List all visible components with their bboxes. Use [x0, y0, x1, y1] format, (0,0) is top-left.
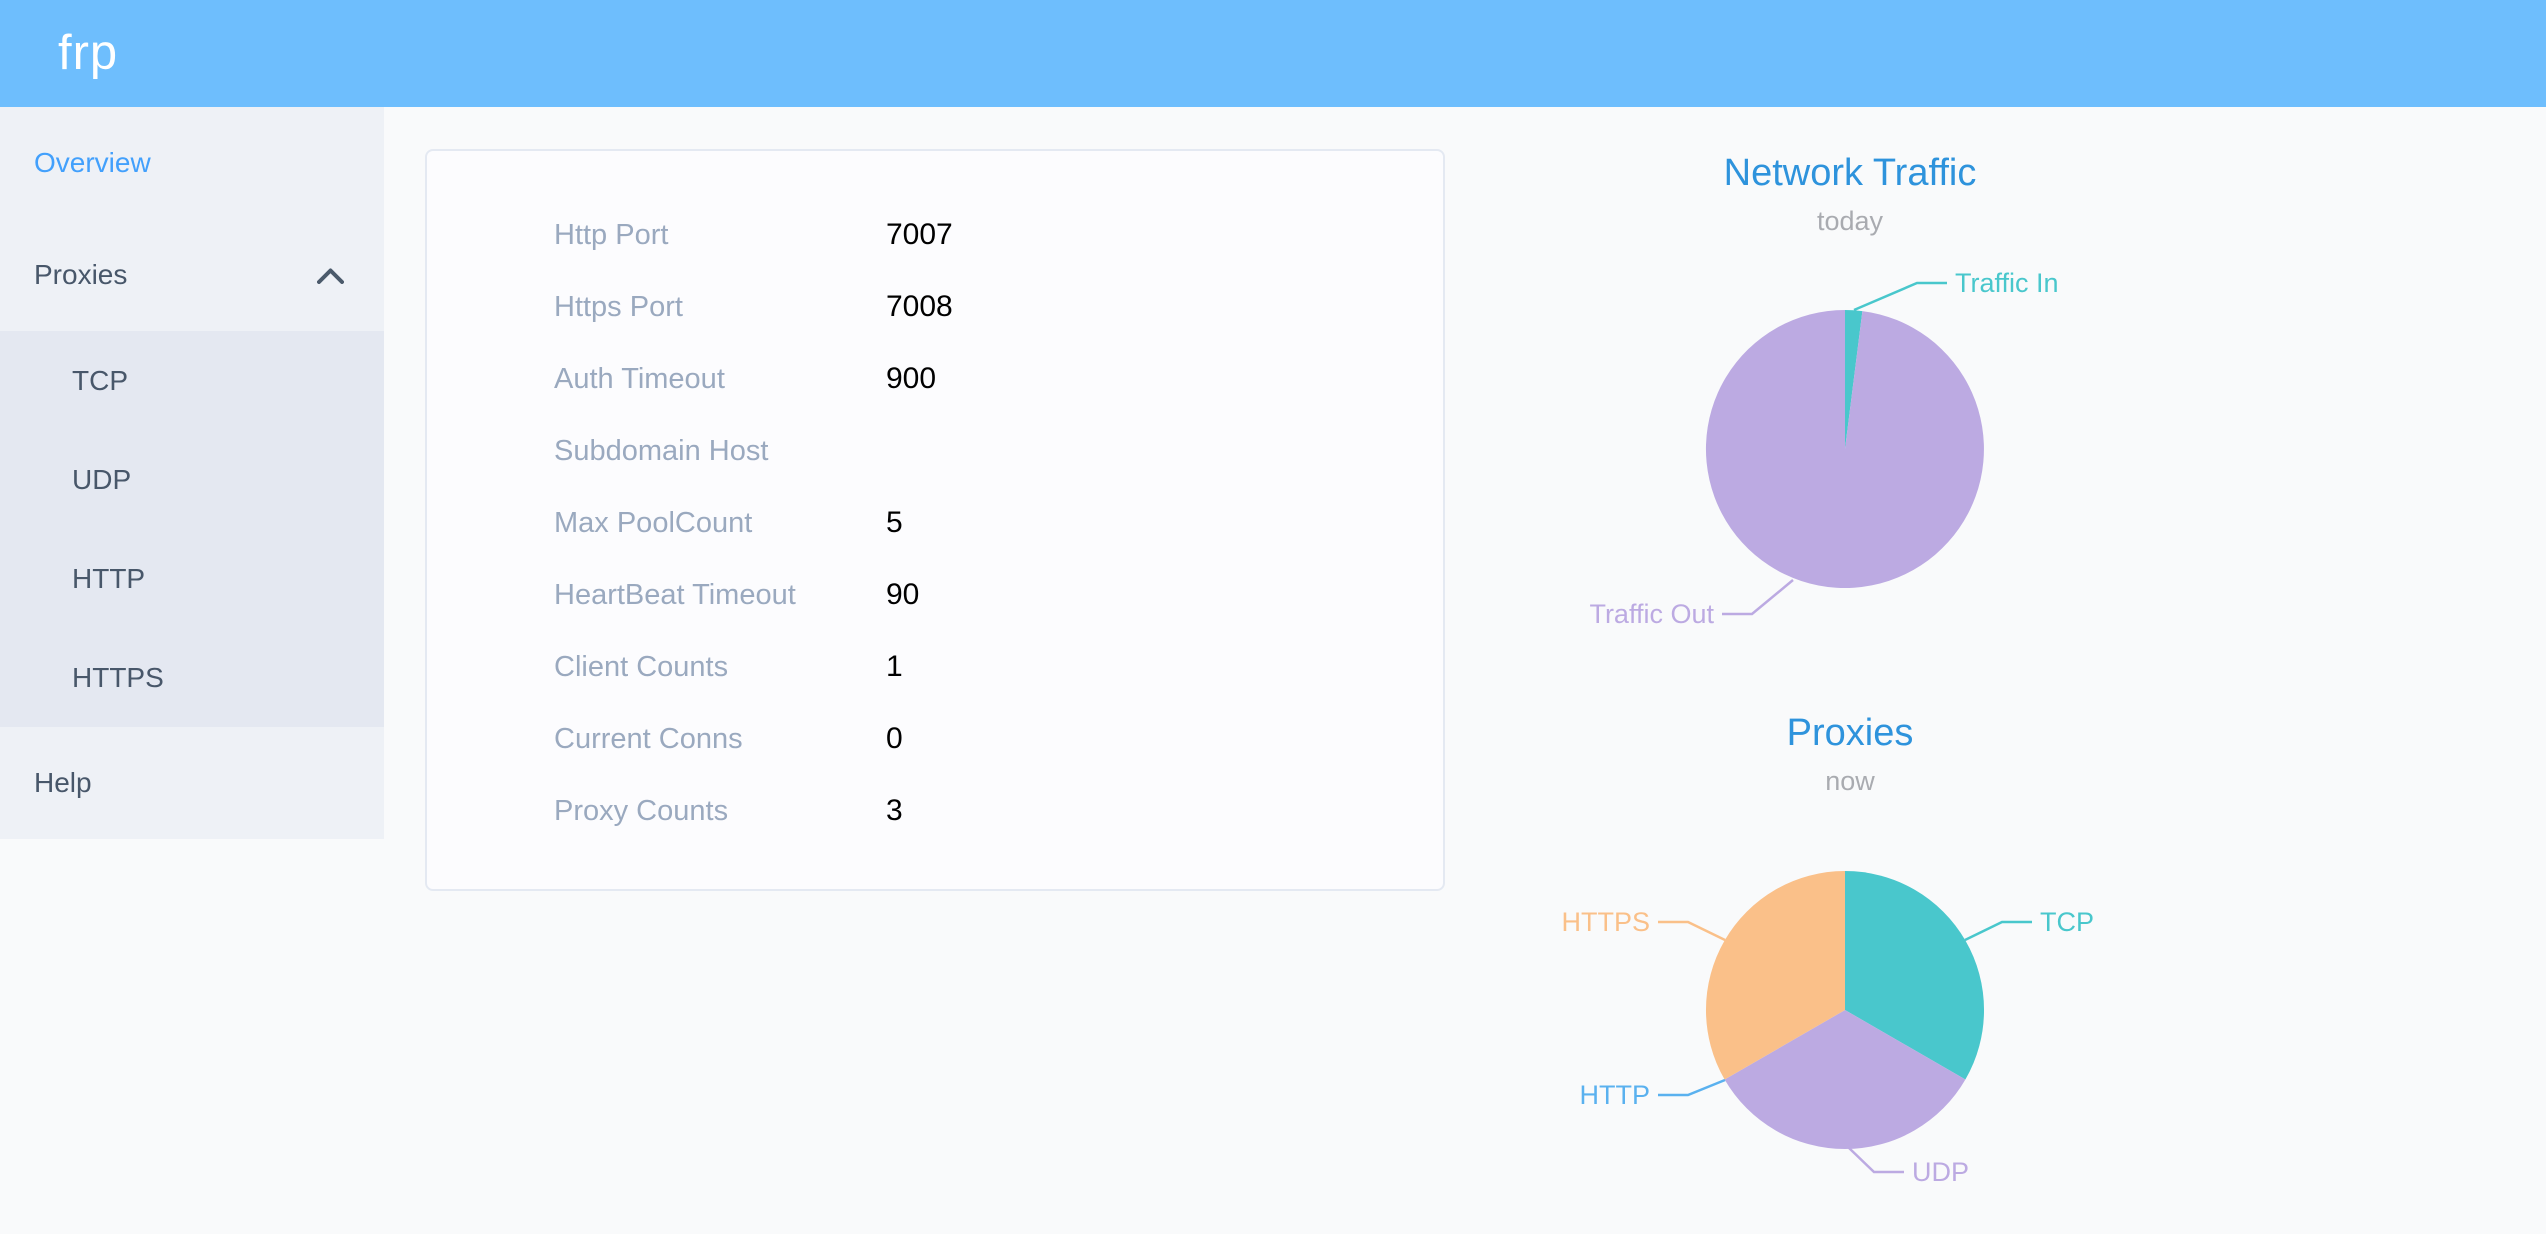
chart-subtitle-network-traffic: today	[1816, 206, 1884, 236]
sidebar-item-label: Help	[34, 767, 92, 798]
server-info-panel: Http Port 7007 Https Port 7008 Auth Timeout 9…	[425, 149, 1445, 891]
pie-label-traffic-in: Traffic In	[1955, 268, 2059, 298]
table-row: Https Port 7008	[427, 271, 1443, 343]
info-value: 5	[886, 506, 903, 539]
label-leader-line	[1964, 920, 2032, 942]
label-leader-line	[1658, 920, 1726, 942]
app-logo: frp	[58, 25, 119, 80]
info-value: 7007	[886, 218, 953, 251]
info-label: Subdomain Host	[554, 434, 769, 467]
app-header: frp	[0, 0, 2546, 107]
info-label: Proxy Counts	[554, 794, 729, 827]
pie-slice-https[interactable]	[1705, 871, 1845, 1080]
pie-label-tcp: TCP	[2040, 907, 2094, 937]
table-row: Subdomain Host	[427, 415, 1443, 487]
info-label: Client Counts	[554, 650, 729, 683]
pie-slice-udp[interactable]	[1724, 1010, 1966, 1150]
sidebar-item-label: UDP	[72, 463, 132, 495]
label-leader-line	[1847, 1146, 1904, 1174]
pie-slice-traffic-in[interactable]	[1845, 310, 1863, 449]
sidebar-item-proxies[interactable]: Proxies	[0, 219, 384, 331]
table-row: Current Conns 0	[427, 703, 1443, 775]
proxies-pie-chart[interactable]: TCP UDP HTTP HTTPS	[1500, 800, 2200, 1234]
label-leader-line	[1722, 579, 1794, 616]
table-row: Client Counts 1	[427, 631, 1443, 703]
sidebar-item-label: TCP	[72, 364, 128, 396]
info-label: HeartBeat Timeout	[554, 578, 796, 611]
info-value: 7008	[886, 290, 953, 323]
pie-slice-traffic-out[interactable]	[1705, 310, 1984, 588]
pie-label-https: HTTPS	[1561, 907, 1650, 937]
sidebar-item-https[interactable]: HTTPS	[0, 628, 384, 727]
sidebar-item-http[interactable]: HTTP	[0, 529, 384, 628]
sidebar-item-label: Overview	[34, 147, 151, 178]
label-leader-line	[1658, 1078, 1726, 1097]
pie-label-traffic-out: Traffic Out	[1589, 599, 1714, 629]
info-value: 900	[886, 362, 937, 395]
info-label: Http Port	[554, 218, 669, 251]
info-value: 90	[886, 578, 920, 611]
sidebar-item-label: Proxies	[34, 259, 128, 290]
sidebar-item-udp[interactable]: UDP	[0, 430, 384, 529]
sidebar-item-label: HTTP	[72, 562, 146, 594]
proxies-submenu: TCP UDP HTTP HTTPS	[0, 331, 384, 727]
sidebar-item-label: HTTPS	[72, 661, 164, 693]
chevron-up-icon	[317, 259, 344, 291]
sidebar-item-tcp[interactable]: TCP	[0, 331, 384, 430]
info-label: Auth Timeout	[554, 362, 725, 395]
chart-title-network-traffic: Network Traffic	[1723, 152, 1977, 194]
table-row: Proxy Counts 3	[427, 775, 1443, 847]
table-row: Auth Timeout 900	[427, 343, 1443, 415]
label-leader-line	[1853, 281, 1947, 312]
pie-slice-tcp[interactable]	[1845, 871, 1985, 1080]
network-traffic-pie-chart[interactable]: Traffic In Traffic Out	[1500, 240, 2200, 660]
table-row: Max PoolCount 5	[427, 487, 1443, 559]
info-value: 3	[886, 794, 903, 827]
chart-subtitle-proxies: now	[1825, 766, 1875, 796]
sidebar-item-help[interactable]: Help	[0, 727, 384, 839]
info-value: 0	[886, 722, 903, 755]
info-label: Https Port	[554, 290, 683, 323]
table-row: HeartBeat Timeout 90	[427, 559, 1443, 631]
pie-label-http: HTTP	[1580, 1080, 1651, 1110]
pie-label-udp: UDP	[1912, 1157, 1969, 1187]
info-label: Max PoolCount	[554, 506, 753, 539]
chart-title-proxies: Proxies	[1786, 712, 1914, 754]
table-row: Http Port 7007	[427, 199, 1443, 271]
info-value: 1	[886, 650, 903, 683]
sidebar: Overview Proxies TCP UDP HTTP HTTPS Help	[0, 107, 384, 839]
info-label: Current Conns	[554, 722, 743, 755]
server-info-table: Http Port 7007 Https Port 7008 Auth Timeout 9…	[427, 199, 1443, 847]
sidebar-item-overview[interactable]: Overview	[0, 107, 384, 219]
